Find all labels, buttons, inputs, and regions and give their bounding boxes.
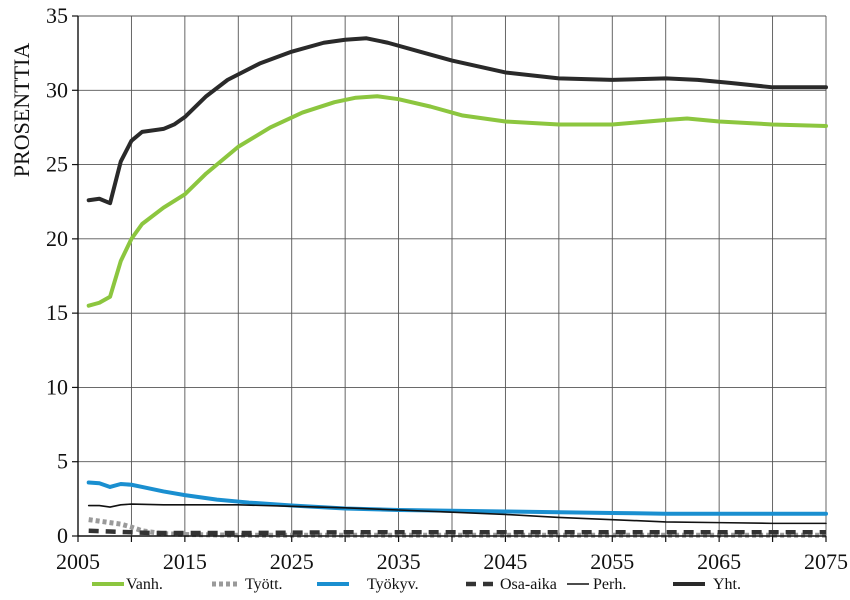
axes	[72, 15, 827, 542]
x-tick-label: 2055	[590, 549, 634, 574]
series-layer	[86, 36, 828, 538]
y-tick-label: 5	[57, 449, 68, 474]
y-axis-label: PROSENTTIA	[9, 43, 34, 178]
x-tick-label: 2045	[483, 549, 527, 574]
series-line-ty-kyv	[86, 480, 828, 516]
legend-label: Osa-aika	[500, 576, 557, 593]
legend-label: Työkyv.	[367, 576, 419, 593]
legend-label: Vanh.	[126, 576, 163, 593]
y-tick-label: 15	[46, 300, 68, 325]
legend-item: Tyött.	[212, 576, 283, 593]
y-tick-label: 0	[57, 523, 68, 548]
series-line-vanh	[86, 94, 828, 308]
grid	[77, 15, 827, 537]
legend-label: Yht.	[713, 576, 741, 593]
series-line-perh	[87, 503, 827, 525]
x-tick-label: 2015	[163, 549, 207, 574]
legend-label: Tyött.	[245, 576, 283, 593]
y-tick-label: 20	[46, 226, 68, 251]
legend-item: Yht.	[673, 576, 741, 593]
legend: Vanh. Tyött. Työkyv. Osa-aika Perh. Yht.	[92, 576, 741, 593]
y-tick-label: 25	[46, 152, 68, 177]
legend-item: Osa-aika	[466, 576, 557, 593]
series-line-yht	[86, 36, 828, 206]
y-tick-label: 10	[46, 374, 68, 399]
legend-label: Perh.	[593, 576, 626, 593]
legend-item: Perh.	[567, 576, 626, 593]
x-tick-label: 2075	[804, 549, 848, 574]
x-tick-label: 2005	[56, 549, 100, 574]
y-tick-label: 35	[46, 3, 68, 28]
series-line-osa-aika	[88, 528, 826, 536]
series-line-ty-tt	[88, 517, 826, 538]
x-tick-label: 2025	[270, 549, 314, 574]
y-tick-label: 30	[46, 77, 68, 102]
x-tick-label: 2065	[697, 549, 741, 574]
x-tick-label: 2035	[377, 549, 421, 574]
legend-item: Vanh.	[92, 576, 163, 593]
legend-item: Työkyv.	[317, 576, 419, 593]
